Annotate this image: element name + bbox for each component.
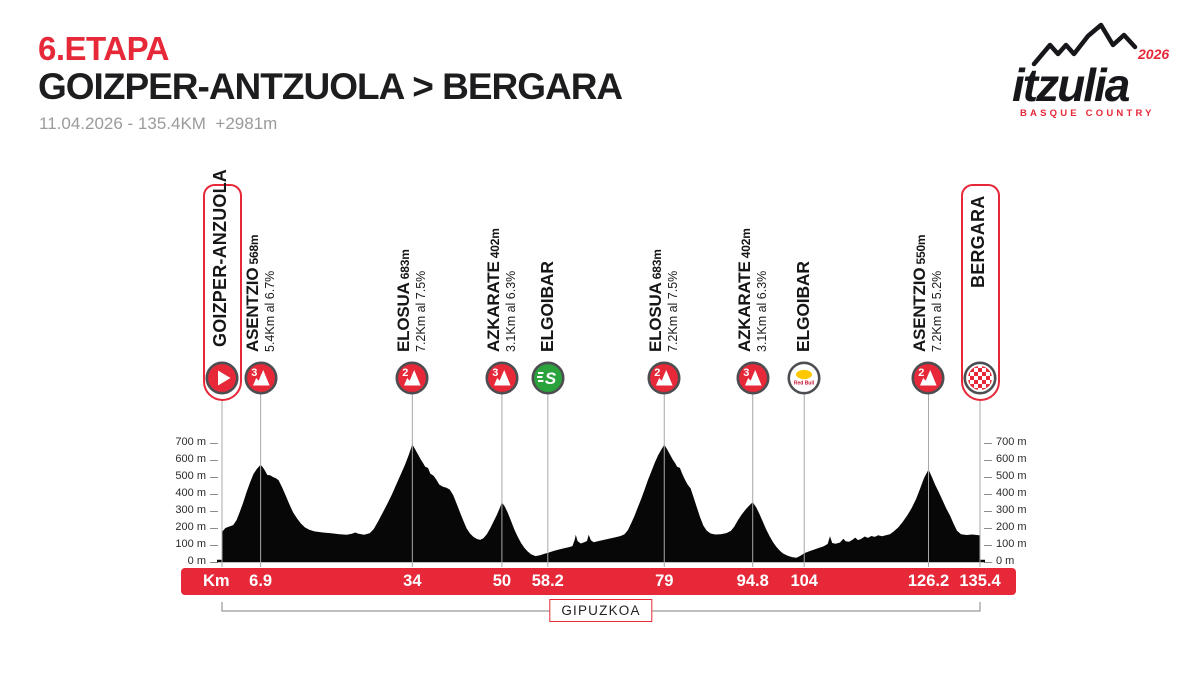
km-axis-bar: Km 6.9 34 50 58.2 79 94.8 104 126.2 135.4 [181, 568, 1016, 595]
svg-text:2: 2 [403, 367, 409, 379]
y-axis-label-left: 700 m [175, 436, 206, 448]
climb-category-icon: 3 [485, 361, 519, 395]
sprint-icon: S [531, 361, 565, 395]
start-icon [205, 361, 239, 395]
y-axis-label-left: 500 m [175, 470, 206, 482]
y-axis-label-left: 300 m [175, 504, 206, 516]
climb-label: ASENTZIO 568m 5.4Km al 6.7% [242, 234, 278, 352]
city-label: ELGOIBAR [536, 261, 557, 352]
climb-name: ASENTZIO [242, 267, 262, 352]
logo-year: 2026 [1137, 46, 1169, 62]
km-tick-label: 104 [790, 572, 818, 590]
km-tick-label: 79 [655, 572, 674, 590]
mountain-ridge-icon [1031, 22, 1138, 67]
climb-altitude: 402m [487, 228, 502, 262]
climb-gradient: 7.2Km al 7.5% [414, 270, 429, 352]
svg-text:3: 3 [743, 367, 749, 379]
stage-route-title: GOIZPER-ANTZUOLA > BERGARA [38, 66, 623, 107]
y-axis-label-right: 0 m [996, 555, 1014, 567]
climb-altitude: 683m [650, 249, 665, 283]
climb-gradient: 3.1Km al 6.3% [754, 270, 769, 352]
km-tick-label: 6.9 [249, 572, 273, 590]
y-axis-label-left: 600 m [175, 453, 206, 465]
svg-text:Red Bull: Red Bull [794, 381, 815, 387]
y-axis-label-right: 500 m [996, 470, 1027, 482]
climb-gradient: 7.2Km al 7.5% [666, 270, 681, 352]
climb-name: ELOSUA [394, 282, 414, 352]
finish-icon [963, 361, 997, 395]
climb-category-icon: 2 [395, 361, 429, 395]
climb-label: ASENTZIO 550m 7.2Km al 5.2% [910, 234, 945, 352]
redbull-icon: Red Bull [787, 361, 821, 395]
y-axis-label-left: 100 m [175, 538, 206, 550]
logo-subtitle: BASQUE COUNTRY [1020, 108, 1155, 118]
logo-wordmark: itzulia [1012, 59, 1130, 111]
climb-altitude: 550m [914, 234, 929, 268]
climb-altitude: 683m [398, 249, 413, 283]
svg-text:3: 3 [251, 367, 257, 379]
climb-category-icon: 2 [911, 361, 945, 395]
km-tick-label: 34 [403, 572, 422, 590]
km-tick-label: 58.2 [531, 572, 564, 590]
climb-name: AZKARATE [483, 261, 503, 352]
climb-gradient: 7.2Km al 5.2% [930, 270, 945, 352]
climb-label: ELOSUA 683m 7.2Km al 7.5% [394, 249, 429, 352]
climb-name: ASENTZIO [910, 267, 930, 352]
climb-label: AZKARATE 402m 3.1Km al 6.3% [734, 228, 770, 352]
stage-meta: 11.04.2026 - 135.4KM +2981m [39, 114, 278, 133]
climb-label: ELOSUA 683m 7.2Km al 7.5% [646, 249, 681, 352]
y-axis-label-right: 400 m [996, 487, 1027, 499]
climb-category-icon: 2 [647, 361, 681, 395]
km-tick-label: 94.8 [736, 572, 769, 590]
climb-category-icon: 3 [244, 361, 278, 395]
climb-gradient: 3.1Km al 6.3% [503, 270, 518, 352]
y-axis-label-right: 300 m [996, 504, 1027, 516]
start-label: GOIZPER-ANZUOLA [210, 169, 230, 347]
km-tick-label: 135.4 [959, 572, 1001, 590]
km-tick-label: 50 [492, 572, 512, 590]
climb-name: AZKARATE [734, 261, 754, 352]
y-axis-label-right: 600 m [996, 453, 1027, 465]
svg-text:3: 3 [492, 367, 498, 379]
km-tick-label: 126.2 [907, 572, 950, 590]
y-axis-label-right: 100 m [996, 538, 1027, 550]
city-label: ELGOIBAR [793, 261, 814, 352]
y-axis-label-left: 200 m [175, 521, 206, 533]
y-axis-label-left: 400 m [175, 487, 206, 499]
svg-text:S: S [545, 369, 557, 388]
region-label: GIPUZKOA [549, 599, 653, 622]
svg-text:2: 2 [919, 367, 925, 379]
climb-altitude: 402m [738, 228, 753, 262]
km-unit-label: Km [203, 572, 230, 590]
climb-name: ELOSUA [646, 282, 666, 352]
finish-label: BERGARA [968, 195, 988, 288]
climb-altitude: 568m [246, 234, 261, 268]
climb-gradient: 5.4Km al 6.7% [262, 270, 277, 352]
y-axis-label-right: 200 m [996, 521, 1027, 533]
elevation-profile-area [222, 444, 980, 560]
climb-category-icon: 3 [736, 361, 770, 395]
itzulia-logo: 2026 itzulia BASQUE COUNTRY [1012, 22, 1169, 118]
svg-text:2: 2 [654, 367, 660, 379]
climb-label: AZKARATE 402m 3.1Km al 6.3% [483, 228, 519, 352]
stage-number: 6.ETAPA [38, 30, 169, 67]
y-axis-label-right: 700 m [996, 436, 1027, 448]
y-axis-label-left: 0 m [188, 555, 206, 567]
